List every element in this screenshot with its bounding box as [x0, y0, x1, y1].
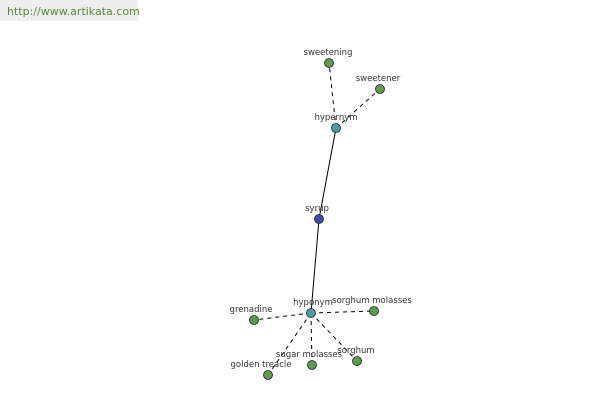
edge	[318, 127, 337, 220]
node[interactable]	[307, 360, 317, 370]
node[interactable]	[306, 308, 316, 318]
node[interactable]	[369, 306, 379, 316]
node-label[interactable]: sorghum	[337, 346, 374, 356]
node-label[interactable]: sorghum molasses	[332, 296, 412, 306]
node-label[interactable]: sweetening	[304, 48, 353, 58]
edges	[253, 62, 381, 376]
node-label[interactable]: hyponym	[293, 298, 333, 308]
edge	[310, 312, 313, 366]
node-label[interactable]: sugar molasses	[276, 350, 343, 360]
nodes: sweetening sweetener hypernym syrup hypo…	[230, 48, 412, 380]
node[interactable]	[314, 214, 324, 224]
node[interactable]	[324, 58, 334, 68]
edge	[253, 312, 312, 321]
node-label[interactable]: sweetener	[356, 74, 401, 84]
node[interactable]	[263, 370, 273, 380]
edge	[310, 218, 320, 314]
url[interactable]: http://www.artikata.com	[7, 5, 140, 18]
node-label[interactable]: syrup	[305, 204, 329, 214]
node-label[interactable]: grenadine	[230, 305, 273, 315]
edge	[335, 88, 381, 129]
node[interactable]	[249, 315, 259, 325]
node-label[interactable]: hypernym	[314, 113, 357, 123]
edge	[310, 310, 375, 314]
node-label[interactable]: golden treacle	[230, 360, 291, 370]
edge	[328, 62, 337, 129]
node[interactable]	[352, 356, 362, 366]
node[interactable]	[375, 84, 385, 94]
edge	[310, 312, 358, 362]
node[interactable]	[331, 123, 341, 133]
url-box	[0, 0, 138, 21]
